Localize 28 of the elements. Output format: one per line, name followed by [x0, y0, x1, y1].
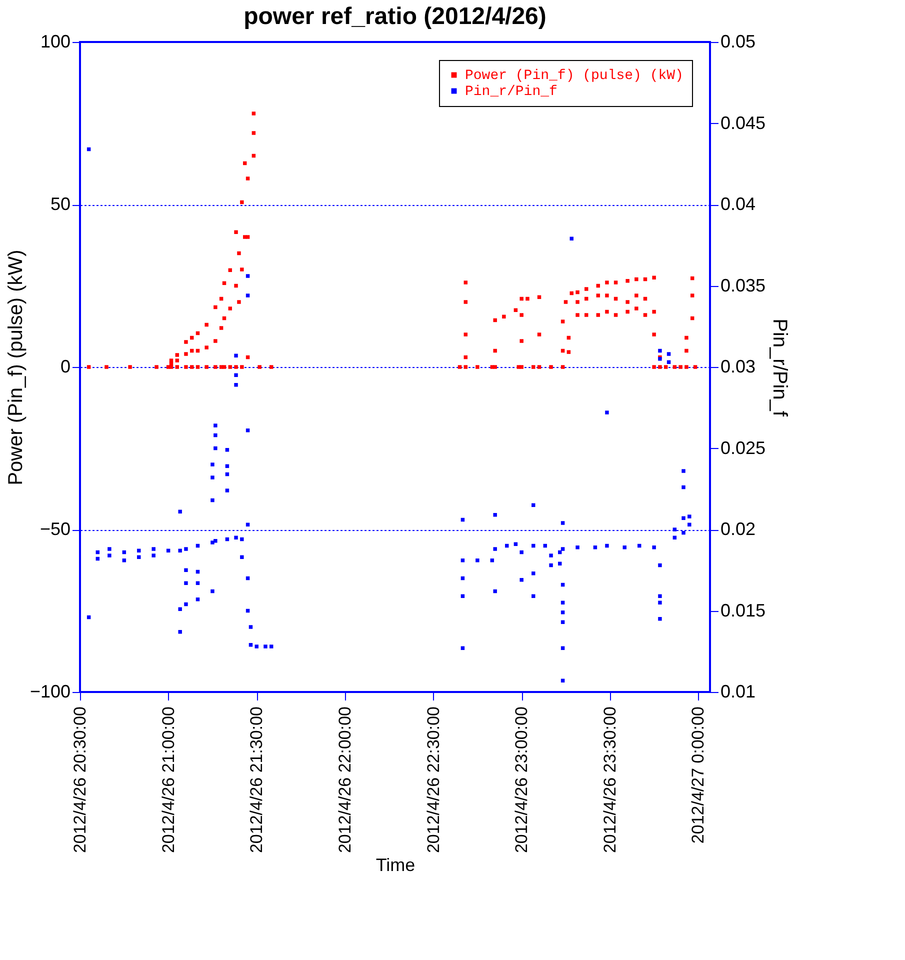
x-axis-title: Time: [376, 855, 416, 876]
y2-tick-label: 0.01: [720, 682, 756, 702]
x-tick-label: 2012/4/26 23:00:00: [512, 706, 532, 854]
y-tick-label: −100: [30, 682, 70, 702]
x-tick-label: 2012/4/26 21:30:00: [247, 706, 266, 854]
y-tick-label: 0: [60, 356, 70, 376]
y2-tick-label: 0.025: [720, 438, 766, 458]
legend-label: Power (Pin_f) (pulse) (kW): [465, 68, 684, 84]
x-tick-label: 2012/4/26 23:30:00: [600, 706, 620, 854]
x-tick-label: 2012/4/26 22:00:00: [335, 706, 354, 854]
x-tick-label: 2012/4/27 0:00:00: [688, 706, 708, 844]
y2-tick-label: 0.035: [720, 275, 766, 296]
y-tick-label: −50: [40, 519, 70, 539]
chart-title: power ref_ratio (2012/4/26): [244, 3, 546, 30]
y-axis-title: Power (Pin_f) (pulse) (kW): [4, 250, 27, 486]
y2-tick-label: 0.015: [720, 600, 766, 620]
y2-tick-label: 0.045: [720, 112, 766, 133]
y-tick-label: 100: [40, 32, 70, 52]
x-tick-label: 2012/4/26 20:30:00: [70, 706, 90, 854]
legend-label: Pin_r/Pin_f: [465, 84, 558, 100]
x-tick-label: 2012/4/26 22:30:00: [424, 706, 443, 854]
y-tick-label: 50: [50, 194, 70, 214]
y2-tick-label: 0.05: [720, 32, 756, 52]
y2-tick-label: 0.02: [720, 519, 756, 539]
y2-tick-label: 0.03: [720, 356, 756, 376]
y2-tick-label: 0.04: [720, 194, 756, 214]
x-tick-label: 2012/4/26 21:00:00: [158, 706, 178, 854]
y2-axis-title: Pin_r/Pin_f: [768, 318, 791, 417]
